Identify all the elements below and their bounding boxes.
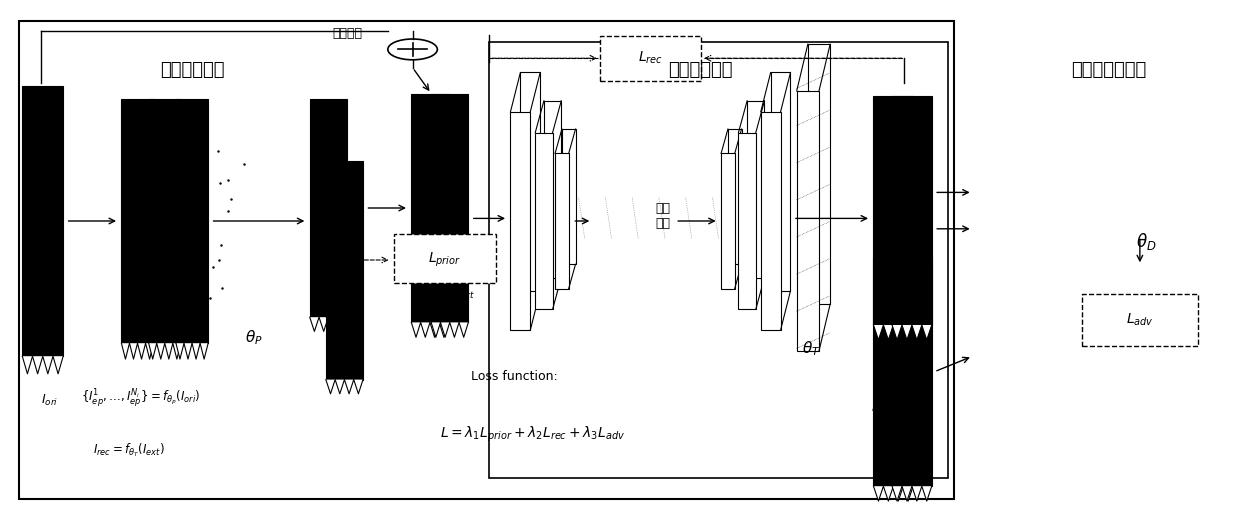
Text: Loss function:: Loss function: xyxy=(471,370,558,384)
Polygon shape xyxy=(431,322,468,337)
Text: $L_{rec}$: $L_{rec}$ xyxy=(638,50,663,67)
Text: $L = \lambda_1 L_{prior} + \lambda_2 L_{rec} + \lambda_3 L_{adv}$: $L = \lambda_1 L_{prior} + \lambda_2 L_{… xyxy=(440,424,626,444)
Polygon shape xyxy=(892,325,932,340)
Bar xyxy=(747,101,764,278)
Polygon shape xyxy=(873,325,913,340)
Text: $I_{real}$: $I_{real}$ xyxy=(871,400,893,416)
Bar xyxy=(19,21,954,499)
Polygon shape xyxy=(121,343,154,359)
Bar xyxy=(535,133,553,309)
Bar xyxy=(808,44,830,304)
Bar xyxy=(326,161,363,380)
Bar xyxy=(600,36,701,81)
Circle shape xyxy=(388,39,437,60)
Text: 像素级判别模块: 像素级判别模块 xyxy=(1072,61,1146,79)
Text: $\{I^1_{ep}, \ldots, I^{N_i}_{ep}\} = f_{\theta_P}(I_{ori})$: $\{I^1_{ep}, \ldots, I^{N_i}_{ep}\} = f_… xyxy=(81,387,199,409)
Text: $\theta_P$: $\theta_P$ xyxy=(245,329,263,347)
Bar xyxy=(121,99,154,343)
Text: $\theta_T$: $\theta_T$ xyxy=(803,339,820,358)
Polygon shape xyxy=(411,322,449,337)
Text: 通道连接: 通道连接 xyxy=(332,28,362,41)
Bar xyxy=(489,42,948,478)
Polygon shape xyxy=(310,317,347,331)
Bar xyxy=(176,99,208,343)
Text: $I^n_{ep}$: $I^n_{ep}$ xyxy=(322,292,337,311)
Bar xyxy=(797,91,819,351)
Bar xyxy=(310,99,347,317)
Text: $I_{rec} = f_{\theta_T}(I_{ext})$: $I_{rec} = f_{\theta_T}(I_{ext})$ xyxy=(93,441,165,459)
Text: 特征
编码: 特征 编码 xyxy=(655,202,670,230)
Bar xyxy=(431,94,468,322)
Bar xyxy=(149,99,181,343)
Bar xyxy=(510,112,530,330)
Bar xyxy=(721,153,735,289)
Bar xyxy=(520,72,540,291)
Bar xyxy=(555,153,569,289)
Bar xyxy=(892,96,932,325)
Text: $L_{adv}$: $L_{adv}$ xyxy=(1126,311,1154,328)
Text: $I_{ori}$: $I_{ori}$ xyxy=(41,393,58,408)
Bar xyxy=(22,86,63,356)
Bar xyxy=(873,96,913,325)
Bar xyxy=(411,94,449,322)
Bar xyxy=(761,112,781,330)
Text: $I_{rec}$: $I_{rec}$ xyxy=(872,286,892,302)
Text: 先验提取模块: 先验提取模块 xyxy=(160,61,224,79)
Bar xyxy=(544,101,561,278)
Polygon shape xyxy=(176,343,208,359)
Bar xyxy=(394,234,496,283)
Bar xyxy=(563,129,576,264)
Bar xyxy=(892,257,932,486)
Bar xyxy=(873,257,913,486)
Bar xyxy=(771,72,790,291)
Polygon shape xyxy=(326,380,363,394)
Text: 纹理重构模块: 纹理重构模块 xyxy=(668,61,732,79)
Polygon shape xyxy=(873,486,913,501)
Polygon shape xyxy=(892,486,932,501)
Bar xyxy=(1082,294,1198,346)
Text: $I^n_{gp}$: $I^n_{gp}$ xyxy=(337,354,352,374)
Polygon shape xyxy=(149,343,181,359)
Polygon shape xyxy=(22,356,63,374)
Text: $L_{prior}$: $L_{prior}$ xyxy=(429,251,461,269)
Text: $\theta_D$: $\theta_D$ xyxy=(1136,231,1156,252)
Bar xyxy=(738,133,756,309)
Text: $I_{ext}$: $I_{ext}$ xyxy=(455,286,475,302)
Bar xyxy=(727,129,741,264)
